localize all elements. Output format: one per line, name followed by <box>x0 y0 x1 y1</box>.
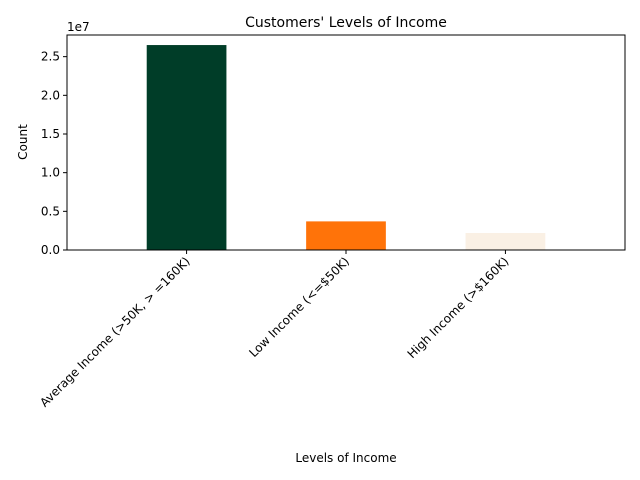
chart-title: Customers' Levels of Income <box>245 15 447 31</box>
bars-group <box>146 45 546 250</box>
y-axis: 0.0 0.5 1.0 1.5 2.0 2.5 <box>41 50 67 257</box>
x-tick-label: High Income (>$160K) <box>405 254 512 361</box>
y-tick-label: 1.5 <box>41 127 60 141</box>
y-tick-label: 2.5 <box>41 50 60 64</box>
bar-1 <box>146 45 227 250</box>
y-tick-label: 2.0 <box>41 88 60 102</box>
y-tick-label: 1.0 <box>41 166 60 180</box>
bar-2 <box>306 221 386 250</box>
y-offset-label: 1e7 <box>67 20 90 34</box>
bar-3 <box>465 232 546 250</box>
y-axis-label: Count <box>16 124 30 160</box>
x-axis-label: Levels of Income <box>295 451 396 465</box>
x-tick-label: Low Income (<=$50K) <box>246 254 352 360</box>
x-tick-label: Average Income (>50K, > =160K) <box>37 254 193 410</box>
x-axis: Average Income (>50K, > =160K) Low Income… <box>37 250 512 410</box>
y-tick-label: 0.5 <box>41 204 60 218</box>
y-tick-label: 0.0 <box>41 243 60 257</box>
